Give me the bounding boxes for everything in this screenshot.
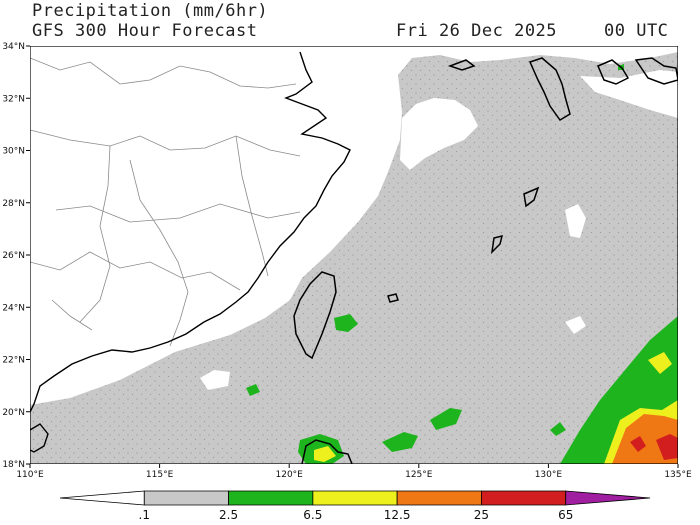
hainan-coast — [30, 423, 49, 453]
lon-label: 125°E — [405, 470, 433, 480]
china-coastline — [30, 51, 351, 413]
colorbar-label: 2.5 — [219, 508, 238, 522]
colorbar-segment — [396, 490, 482, 506]
model-forecast-label: GFS 300 Hour Forecast — [32, 21, 258, 41]
colorbar-segment — [481, 490, 567, 506]
map-area — [30, 46, 678, 464]
dry-area — [565, 204, 586, 238]
dry-area — [200, 370, 230, 390]
lon-label: 110°E — [16, 470, 44, 480]
lon-label: 120°E — [276, 470, 304, 480]
colorbar-segment — [228, 490, 314, 506]
luzon-coastline — [301, 439, 353, 464]
intense-precip — [630, 434, 678, 460]
colorbar-segment — [143, 490, 229, 506]
colorbar-label: 12.5 — [384, 508, 411, 522]
lat-label: 30°N — [2, 147, 25, 157]
colorbar-label: .1 — [139, 508, 150, 522]
lat-label: 22°N — [2, 356, 25, 366]
lat-label: 34°N — [2, 42, 25, 52]
lat-label: 26°N — [2, 251, 25, 261]
lat-label: 18°N — [2, 460, 25, 470]
lon-label: 130°E — [535, 470, 563, 480]
light-precip-region — [30, 52, 678, 464]
colorbar: .1 2.5 6.5 12.5 25 65 — [59, 490, 651, 522]
province-borders — [30, 57, 301, 347]
colorbar-label: 25 — [474, 508, 489, 522]
colorbar-segment — [59, 490, 145, 506]
valid-time: 00 UTC — [604, 21, 669, 41]
lat-label: 20°N — [2, 408, 25, 418]
colorbar-segment — [565, 490, 651, 506]
dry-area — [580, 70, 678, 118]
longitude-axis: 110°E 115°E 120°E 125°E 130°E 135°E — [16, 464, 692, 480]
lon-label: 135°E — [664, 470, 692, 480]
colorbar-label: 65 — [558, 508, 573, 522]
map-title: Precipitation (mm/6hr) — [32, 1, 269, 21]
dry-area — [565, 316, 586, 334]
lat-label: 28°N — [2, 199, 25, 209]
lat-label: 24°N — [2, 303, 25, 313]
colorbar-label: 6.5 — [303, 508, 322, 522]
lon-label: 115°E — [146, 470, 174, 480]
dry-area — [400, 98, 478, 170]
valid-date: Fri 26 Dec 2025 — [396, 21, 558, 41]
lat-label: 32°N — [2, 94, 25, 104]
japan-coastline — [387, 57, 678, 303]
colorbar-segment — [312, 490, 398, 506]
latitude-axis: 34°N 32°N 30°N 28°N 26°N 24°N 22°N 20°N 18°N — [2, 42, 30, 470]
taiwan-coastline — [293, 271, 337, 360]
